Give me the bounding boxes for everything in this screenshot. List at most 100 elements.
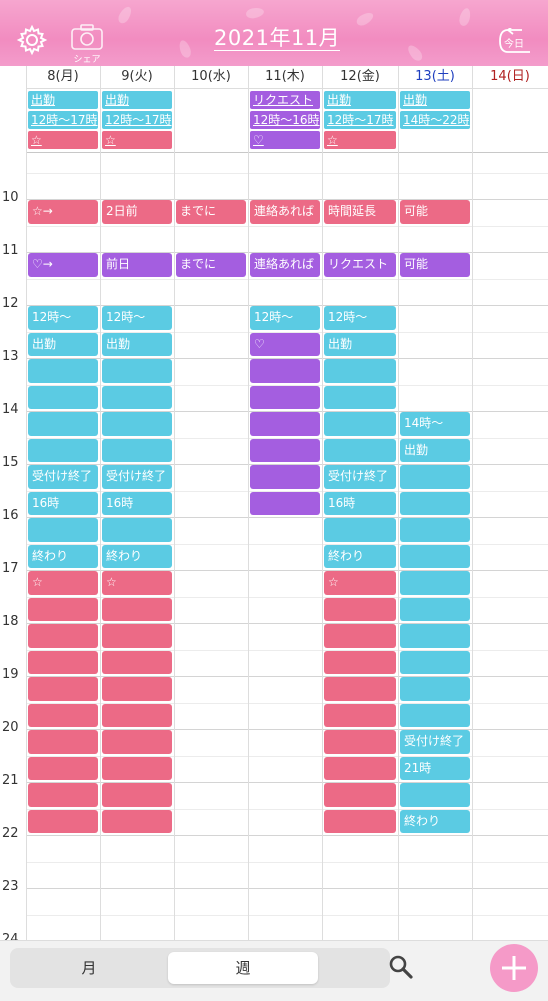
timed-event[interactable]	[250, 385, 320, 409]
timed-event[interactable]	[400, 571, 470, 595]
timed-event[interactable]	[28, 359, 98, 383]
timed-event[interactable]	[250, 438, 320, 462]
tab-month[interactable]: 月	[81, 959, 97, 977]
timed-event[interactable]	[102, 703, 172, 727]
timed-event[interactable]	[400, 677, 470, 701]
all-day-event[interactable]: リクエスト	[250, 91, 320, 109]
timed-event[interactable]	[324, 809, 396, 833]
timed-event[interactable]	[28, 650, 98, 674]
all-day-event[interactable]: ☆	[28, 131, 98, 149]
all-day-event[interactable]: ♡	[250, 131, 320, 149]
timed-event[interactable]: 終わり	[102, 544, 172, 568]
timed-event[interactable]: 出勤	[400, 438, 470, 462]
timed-event[interactable]: ☆	[28, 571, 98, 595]
all-day-event[interactable]: ☆	[324, 131, 396, 149]
timed-event[interactable]	[324, 518, 396, 542]
today-arrow-icon[interactable]	[498, 28, 534, 54]
day-header[interactable]: 9(火)	[100, 66, 174, 89]
timed-event[interactable]: 16時	[102, 491, 172, 515]
timed-event[interactable]: 終わり	[324, 544, 396, 568]
timed-event[interactable]: 終わり	[28, 544, 98, 568]
all-day-event[interactable]: 12時〜17時	[324, 111, 396, 129]
timed-event[interactable]: 受付け終了	[102, 465, 172, 489]
timed-event[interactable]	[324, 385, 396, 409]
timed-event[interactable]	[102, 756, 172, 780]
timed-event[interactable]: ♡	[250, 332, 320, 356]
timed-event[interactable]	[28, 412, 98, 436]
timed-event[interactable]	[102, 650, 172, 674]
timed-event[interactable]: 受付け終了	[28, 465, 98, 489]
timed-event[interactable]	[28, 756, 98, 780]
timed-event[interactable]: 終わり	[400, 809, 470, 833]
timed-event[interactable]: までに	[176, 200, 246, 224]
timed-event[interactable]	[28, 677, 98, 701]
timed-event[interactable]	[400, 703, 470, 727]
timed-event[interactable]: 受付け終了	[324, 465, 396, 489]
timed-event[interactable]: 連絡あれば	[250, 200, 320, 224]
timed-event[interactable]: 2日前	[102, 200, 172, 224]
timed-event[interactable]	[28, 703, 98, 727]
timed-event[interactable]	[28, 518, 98, 542]
day-header[interactable]: 11(木)	[248, 66, 322, 89]
timed-event[interactable]	[102, 412, 172, 436]
timed-event[interactable]: 12時〜	[250, 306, 320, 330]
timed-event[interactable]	[324, 730, 396, 754]
timed-event[interactable]: 21時	[400, 756, 470, 780]
timed-event[interactable]: 12時〜	[102, 306, 172, 330]
timed-event[interactable]	[102, 359, 172, 383]
timed-event[interactable]	[28, 624, 98, 648]
timed-event[interactable]: ♡→	[28, 253, 98, 277]
timed-event[interactable]: 16時	[28, 491, 98, 515]
timed-event[interactable]	[324, 650, 396, 674]
timed-event[interactable]	[400, 624, 470, 648]
timed-event[interactable]	[102, 677, 172, 701]
timed-event[interactable]	[28, 783, 98, 807]
timed-event[interactable]	[102, 518, 172, 542]
timed-event[interactable]	[28, 438, 98, 462]
all-day-event[interactable]: 出勤	[28, 91, 98, 109]
timed-event[interactable]	[28, 730, 98, 754]
all-day-event[interactable]: 12時〜17時	[28, 111, 98, 129]
day-header[interactable]: 12(金)	[322, 66, 398, 89]
timed-event[interactable]	[324, 359, 396, 383]
timed-event[interactable]	[250, 412, 320, 436]
timed-event[interactable]: 受付け終了	[400, 730, 470, 754]
timed-event[interactable]	[102, 385, 172, 409]
camera-share-icon[interactable]	[70, 22, 104, 52]
timed-event[interactable]	[400, 783, 470, 807]
all-day-event[interactable]: ☆	[102, 131, 172, 149]
timed-event[interactable]: 出勤	[324, 332, 396, 356]
timed-event[interactable]: 出勤	[28, 332, 98, 356]
timed-event[interactable]: 16時	[324, 491, 396, 515]
timed-event[interactable]: ☆	[102, 571, 172, 595]
timed-event[interactable]	[102, 624, 172, 648]
timed-event[interactable]: までに	[176, 253, 246, 277]
all-day-event[interactable]: 12時〜16時	[250, 111, 320, 129]
timed-event[interactable]: 出勤	[102, 332, 172, 356]
tab-week[interactable]: 週	[168, 952, 318, 984]
timed-event[interactable]	[28, 809, 98, 833]
timed-event[interactable]	[324, 597, 396, 621]
month-title[interactable]: 2021年11月	[214, 26, 341, 51]
all-day-event[interactable]: 12時〜17時	[102, 111, 172, 129]
timed-event[interactable]: ☆	[324, 571, 396, 595]
day-header[interactable]: 13(土)	[398, 66, 472, 89]
timed-event[interactable]	[102, 783, 172, 807]
timed-event[interactable]	[250, 465, 320, 489]
timed-event[interactable]: 連絡あれば	[250, 253, 320, 277]
settings-gear-icon[interactable]	[16, 24, 48, 56]
timed-event[interactable]	[324, 756, 396, 780]
search-icon[interactable]	[388, 954, 414, 980]
timed-event[interactable]: 12時〜	[324, 306, 396, 330]
timed-event[interactable]	[324, 412, 396, 436]
timed-event[interactable]: リクエスト	[324, 253, 396, 277]
add-event-button[interactable]	[490, 944, 538, 992]
timed-event[interactable]	[102, 730, 172, 754]
timed-event[interactable]: 可能	[400, 200, 470, 224]
timed-event[interactable]	[324, 624, 396, 648]
timed-event[interactable]	[250, 359, 320, 383]
day-header[interactable]: 10(水)	[174, 66, 248, 89]
day-header[interactable]: 14(日)	[472, 66, 548, 89]
timed-event[interactable]: 可能	[400, 253, 470, 277]
timed-event[interactable]	[28, 597, 98, 621]
